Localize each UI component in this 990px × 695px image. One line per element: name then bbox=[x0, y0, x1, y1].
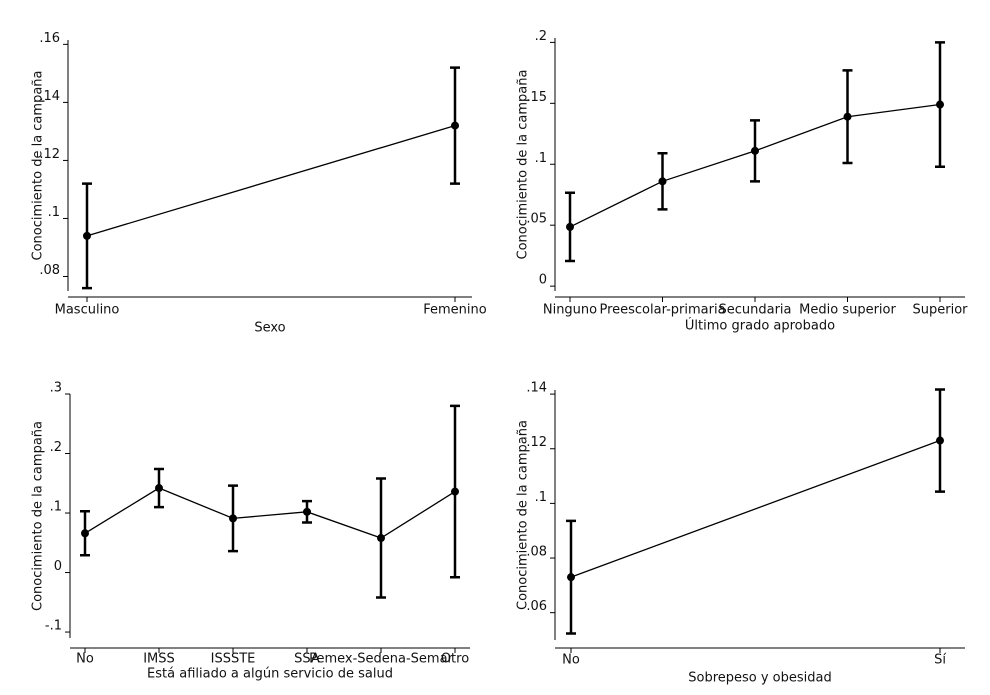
x-tick-label: Sí bbox=[934, 653, 946, 668]
y-tick-label: .14 bbox=[526, 381, 547, 396]
x-tick-label: Secundaria bbox=[718, 303, 791, 318]
x-tick-label: Preescolar-primaria bbox=[599, 303, 725, 318]
point bbox=[229, 514, 237, 523]
point bbox=[81, 529, 89, 538]
y-tick-label: .3 bbox=[50, 381, 62, 396]
x-tick-label: SSA bbox=[294, 652, 320, 667]
point bbox=[451, 487, 459, 496]
x-tick-label: Otro bbox=[441, 652, 469, 667]
x-axis-title: Último grado aprobado bbox=[685, 318, 835, 334]
x-axis-title: Está afiliado a algún servicio de salud bbox=[147, 667, 393, 682]
point bbox=[566, 222, 574, 231]
series-line bbox=[570, 439, 941, 578]
y-tick-label: .2 bbox=[50, 440, 62, 455]
point bbox=[751, 146, 759, 155]
point bbox=[377, 534, 385, 543]
y-tick-label: 0 bbox=[539, 273, 547, 288]
point bbox=[303, 507, 311, 516]
y-tick-label: -.1 bbox=[45, 619, 62, 634]
y-tick-label: .05 bbox=[526, 212, 547, 227]
x-tick-label: Superior bbox=[913, 303, 969, 318]
x-tick-label: Pemex-Sedena-Semar bbox=[309, 652, 453, 667]
y-tick-label: .1 bbox=[535, 151, 547, 166]
x-axis-title: Sexo bbox=[254, 321, 285, 336]
point bbox=[451, 121, 459, 130]
point bbox=[843, 112, 852, 121]
y-tick-label: .15 bbox=[526, 90, 547, 105]
x-tick-label: No bbox=[76, 652, 94, 667]
point bbox=[936, 100, 944, 109]
x-tick-label: Ninguno bbox=[543, 303, 597, 318]
y-tick-label: .14 bbox=[39, 89, 60, 104]
x-tick-label: ISSSTE bbox=[211, 652, 256, 667]
point bbox=[936, 436, 944, 445]
y-tick-label: .08 bbox=[526, 545, 547, 560]
x-tick-label: IMSS bbox=[143, 652, 175, 667]
y-tick-label: .12 bbox=[526, 435, 547, 450]
y-tick-label: .12 bbox=[39, 147, 60, 162]
y-axis-title: Conocimiento de la campaña bbox=[516, 420, 531, 610]
x-tick-label: Medio superior bbox=[799, 303, 896, 318]
point bbox=[658, 177, 667, 186]
y-axis-title: Conocimiento de la campaña bbox=[31, 421, 46, 611]
y-tick-label: .1 bbox=[48, 205, 60, 220]
series-line bbox=[84, 487, 456, 539]
y-tick-label: .08 bbox=[39, 263, 60, 278]
x-tick-label: No bbox=[562, 653, 580, 668]
point bbox=[155, 484, 163, 493]
y-tick-label: .2 bbox=[535, 29, 547, 44]
x-tick-label: Masculino bbox=[55, 303, 120, 318]
y-tick-label: 0 bbox=[54, 559, 62, 574]
x-tick-label: Femenino bbox=[423, 303, 487, 318]
y-tick-label: .1 bbox=[50, 500, 62, 515]
series-line bbox=[86, 124, 456, 237]
y-tick-label: .16 bbox=[39, 31, 60, 46]
point bbox=[567, 573, 575, 582]
y-axis-title: Conocimiento de la campaña bbox=[516, 70, 531, 260]
point bbox=[83, 231, 91, 240]
y-tick-label: .1 bbox=[535, 490, 547, 505]
x-axis-title: Sobrepeso y obesidad bbox=[688, 671, 832, 686]
y-tick-label: .06 bbox=[526, 599, 547, 614]
y-axis-title: Conocimiento de la campaña bbox=[31, 71, 46, 261]
